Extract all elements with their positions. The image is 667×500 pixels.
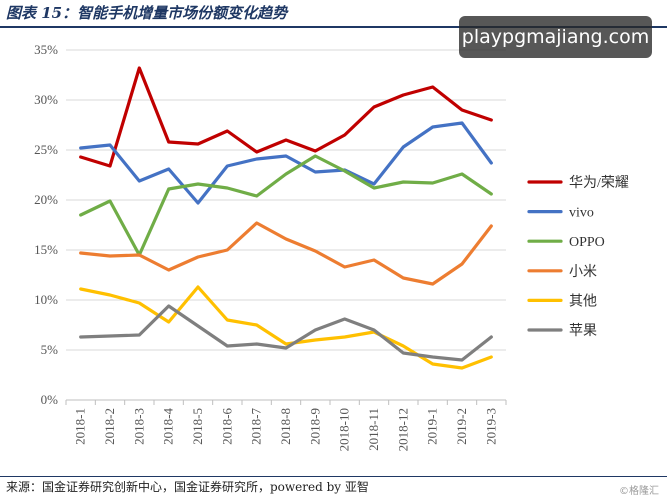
x-tick-label: 2018-9 bbox=[307, 408, 322, 445]
legend-label: 小米 bbox=[569, 264, 597, 280]
source-divider bbox=[0, 476, 667, 477]
series-line bbox=[79, 285, 493, 370]
x-axis-ticks: 2018-1 2018-2 2018-3 2018-4 2018-5 2018-6 2018… bbox=[65, 400, 507, 451]
y-tick-label: 5% bbox=[41, 342, 59, 357]
legend-label: OPPO bbox=[569, 235, 605, 250]
series-layer bbox=[79, 66, 493, 370]
source-note: 来源：国金证券研究创新中心，国金证券研究所，powered by 亚智 bbox=[6, 480, 369, 494]
series-line bbox=[79, 304, 493, 362]
x-tick-label: 2018-12 bbox=[395, 408, 410, 451]
legend-label: 华为/荣耀 bbox=[569, 175, 629, 191]
page-title: 图表 15：智能手机增量市场份额变化趋势 bbox=[6, 4, 288, 22]
legend-label: 苹果 bbox=[569, 323, 597, 339]
title-divider bbox=[0, 26, 667, 28]
y-tick-label: 25% bbox=[34, 142, 58, 157]
x-tick-label: 2018-11 bbox=[366, 408, 381, 451]
y-tick-label: 20% bbox=[34, 192, 58, 207]
y-tick-label: 35% bbox=[34, 42, 58, 57]
grid-layer bbox=[66, 49, 506, 401]
x-tick-label: 2019-3 bbox=[483, 408, 498, 445]
x-tick-label: 2018-3 bbox=[131, 408, 146, 445]
series-line bbox=[79, 121, 493, 205]
series-line bbox=[79, 66, 493, 168]
x-tick-label: 2018-7 bbox=[249, 408, 264, 445]
legend-label: 其他 bbox=[569, 293, 597, 309]
watermark-badge: playpgmajiang.com bbox=[459, 16, 652, 58]
y-axis-ticks: 0% 5% 10% 15% 20% 25% 30% 35% bbox=[34, 42, 58, 407]
corner-watermark: ©格隆汇 bbox=[619, 486, 659, 497]
series-line bbox=[79, 221, 493, 286]
x-tick-label: 2019-1 bbox=[425, 408, 440, 445]
y-tick-label: 15% bbox=[34, 242, 58, 257]
x-tick-label: 2018-2 bbox=[102, 408, 117, 445]
series-line bbox=[79, 154, 493, 257]
legend-label: vivo bbox=[569, 206, 594, 221]
x-tick-label: 2018-5 bbox=[190, 408, 205, 445]
x-tick-label: 2018-4 bbox=[161, 408, 176, 445]
y-tick-label: 30% bbox=[34, 92, 58, 107]
x-tick-label: 2018-1 bbox=[73, 408, 88, 445]
y-tick-label: 10% bbox=[34, 292, 58, 307]
x-tick-label: 2018-8 bbox=[278, 408, 293, 445]
x-tick-label: 2019-2 bbox=[454, 408, 469, 445]
x-tick-label: 2018-10 bbox=[337, 408, 352, 451]
x-tick-label: 2018-6 bbox=[219, 408, 234, 445]
y-tick-label: 0% bbox=[41, 392, 59, 407]
